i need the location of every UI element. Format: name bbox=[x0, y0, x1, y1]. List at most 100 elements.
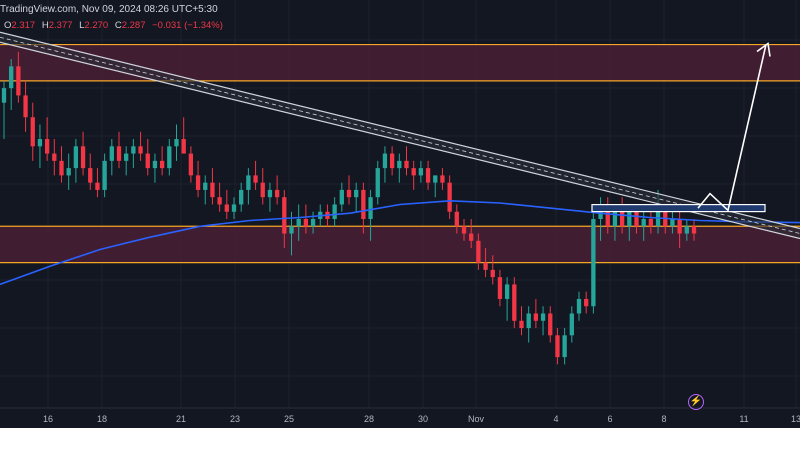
ohlc-readout: O2.317 H2.377 L2.270 C2.287 −0.031 (−1.3… bbox=[4, 20, 227, 31]
candle-body bbox=[224, 204, 229, 212]
candle-body bbox=[195, 175, 201, 190]
candle-body bbox=[497, 277, 503, 299]
candle-body bbox=[231, 204, 237, 212]
candle-body bbox=[52, 153, 57, 161]
candle-body bbox=[540, 313, 546, 321]
candle-body bbox=[612, 211, 618, 227]
candle-body bbox=[174, 139, 179, 147]
candle-body bbox=[691, 226, 697, 234]
trendline-center bbox=[0, 36, 800, 234]
candle-body bbox=[382, 153, 388, 169]
candle-body bbox=[469, 233, 474, 241]
candle-body bbox=[23, 95, 28, 118]
arrow-head bbox=[756, 42, 771, 57]
x-tick-label: 16 bbox=[43, 414, 53, 424]
change-value: −0.031 (−1.34%) bbox=[152, 20, 223, 31]
candle-body bbox=[310, 219, 316, 227]
candle-body bbox=[404, 160, 409, 169]
candle-body bbox=[684, 226, 689, 234]
candle-body bbox=[102, 160, 107, 190]
candle-body bbox=[591, 219, 596, 307]
candle-body bbox=[66, 168, 71, 176]
candle-body bbox=[677, 219, 682, 234]
candle-body bbox=[1, 88, 7, 103]
candle-body bbox=[296, 219, 301, 227]
breakout-box bbox=[591, 203, 766, 213]
candle-body bbox=[131, 146, 136, 154]
candle-body bbox=[267, 189, 273, 198]
candle-body bbox=[512, 284, 517, 321]
candle-body bbox=[490, 269, 495, 278]
open-value: 2.317 bbox=[11, 20, 36, 31]
candle-body bbox=[562, 335, 567, 358]
low-value: 2.270 bbox=[84, 20, 109, 31]
candle-body bbox=[332, 204, 337, 219]
candle-body bbox=[418, 168, 424, 176]
x-tick-label: 8 bbox=[661, 414, 666, 424]
x-tick-label: 13 bbox=[791, 414, 800, 424]
zone-lower-support bbox=[0, 226, 800, 263]
candle-body bbox=[246, 175, 251, 190]
candle-body bbox=[641, 219, 646, 227]
candle-body bbox=[476, 240, 481, 263]
x-tick-label: 21 bbox=[176, 414, 186, 424]
open-label: O bbox=[4, 20, 12, 31]
candle-body bbox=[555, 335, 560, 358]
candle-body bbox=[274, 189, 280, 198]
x-tick-label: 18 bbox=[97, 414, 107, 424]
candle-body bbox=[159, 160, 165, 169]
candle-body bbox=[648, 219, 654, 227]
candle-body bbox=[203, 182, 208, 190]
close-value: 2.287 bbox=[121, 20, 146, 31]
candle-body bbox=[569, 313, 574, 336]
candle-body bbox=[167, 146, 172, 169]
candle-body bbox=[440, 175, 445, 183]
candle-body bbox=[519, 320, 524, 329]
candle-body bbox=[454, 211, 459, 227]
candle-body bbox=[253, 175, 258, 183]
candle-body bbox=[88, 168, 93, 183]
candle-body bbox=[533, 313, 539, 321]
lightning-icon[interactable]: ⚡ bbox=[688, 394, 704, 410]
x-tick-label: 25 bbox=[284, 414, 294, 424]
candle-body bbox=[59, 160, 64, 176]
candle-body bbox=[605, 204, 610, 227]
source-line: TradingView.com, Nov 09, 2024 08:26 UTC+… bbox=[0, 4, 218, 15]
candle-body bbox=[145, 153, 150, 169]
candle-body bbox=[389, 153, 395, 169]
candle-body bbox=[433, 175, 438, 183]
candle-body bbox=[282, 197, 287, 234]
candle-body bbox=[109, 146, 114, 161]
candle-body bbox=[504, 284, 510, 299]
candle-body bbox=[670, 219, 675, 227]
x-tick-label: 30 bbox=[418, 414, 428, 424]
x-tick-label: 6 bbox=[607, 414, 612, 424]
candle-body bbox=[584, 298, 589, 307]
candle-body bbox=[361, 189, 366, 219]
candle-body bbox=[217, 197, 222, 205]
candle-body bbox=[188, 153, 194, 176]
candle-body bbox=[37, 139, 43, 147]
x-tick-label: Nov bbox=[468, 414, 485, 424]
x-tick-label: 28 bbox=[364, 414, 374, 424]
candle-body bbox=[260, 182, 265, 198]
x-tick-label: 23 bbox=[230, 414, 240, 424]
candle-body bbox=[181, 139, 186, 154]
candle-body bbox=[411, 168, 416, 176]
candle-body bbox=[30, 117, 35, 147]
candle-body bbox=[447, 182, 452, 212]
projection-arrow bbox=[697, 44, 767, 212]
candle-body bbox=[138, 146, 143, 154]
bottom-strip bbox=[0, 428, 800, 449]
candle-body bbox=[289, 226, 294, 234]
candle-body bbox=[152, 160, 158, 169]
candle-body bbox=[346, 189, 352, 198]
candle-body bbox=[124, 153, 129, 161]
high-value: 2.377 bbox=[48, 20, 73, 31]
candle-body bbox=[425, 168, 431, 183]
candle-body bbox=[44, 139, 50, 154]
candle-body bbox=[73, 146, 79, 169]
candle-body bbox=[368, 197, 373, 219]
candle-body bbox=[397, 160, 402, 169]
